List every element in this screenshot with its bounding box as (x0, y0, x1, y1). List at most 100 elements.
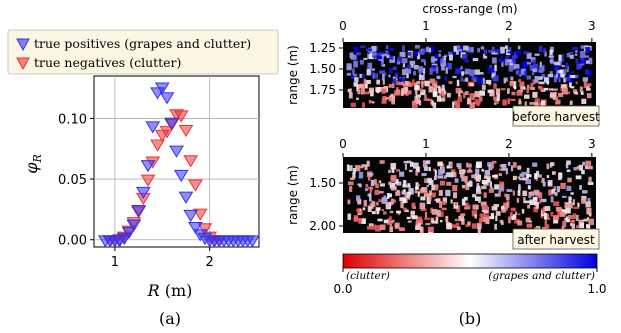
heatmap-cell (362, 207, 366, 211)
heatmap-cell (353, 215, 359, 222)
heatmap-cell (381, 197, 388, 204)
heatmap-cell (402, 180, 407, 186)
heatmap-cell (366, 48, 373, 52)
heatmap-cell (388, 216, 392, 222)
heatmap-cell (444, 54, 448, 57)
heatmap-cell (584, 55, 589, 58)
heatmap-cell (563, 77, 566, 83)
heatmap-cell (560, 73, 565, 78)
heatmap-cell (458, 169, 465, 175)
heatmap-cell (492, 160, 497, 164)
heatmap-cell (411, 102, 418, 109)
heatmap-cell (392, 78, 397, 84)
heatmap-cell (586, 69, 592, 77)
heatmap-cell (546, 80, 549, 85)
heatmap-cell (469, 69, 475, 77)
heatmap-cell (367, 52, 371, 55)
heatmap-cell (585, 69, 589, 75)
heatmap-cell (493, 96, 497, 101)
heatmap-cell (426, 160, 431, 165)
title-b: cross-range (m) (422, 2, 517, 16)
heatmap-cell (507, 51, 513, 54)
heatmap-cell (585, 160, 592, 166)
heatmap-cell (417, 191, 420, 197)
heatmap-cell (406, 73, 409, 79)
heatmap-cell (411, 215, 418, 220)
heatmap-cell (370, 90, 374, 97)
heatmap-cell (501, 164, 507, 171)
heatmap-cell (452, 49, 458, 55)
heatmap-cell (471, 174, 475, 179)
heatmap-cell (455, 222, 460, 229)
heatmap-cell (392, 66, 397, 71)
heatmap-cell (364, 83, 368, 89)
heatmap-cell (471, 77, 477, 81)
heatmap-cell (499, 219, 504, 224)
heatmap-cell (471, 210, 478, 217)
heatmap-cell (585, 60, 591, 64)
tp-marker (244, 235, 260, 248)
tn-marker (140, 174, 156, 187)
heatmap-cell (381, 88, 384, 94)
heatmap-cell (570, 86, 575, 89)
heatmap-cell (543, 212, 548, 220)
heatmap-cell (579, 51, 586, 58)
heatmap-cell (361, 164, 367, 167)
heatmap-cell (517, 45, 521, 50)
heatmap-cell (570, 71, 575, 74)
heatmap-cell (444, 90, 447, 95)
heatmap-cell (489, 89, 495, 97)
heatmap-cell (510, 98, 516, 102)
heatmap-cell (471, 223, 477, 229)
heatmap-cell (376, 79, 380, 85)
heatmap-cell (402, 45, 405, 52)
heatmap-cell (385, 45, 389, 50)
heatmap-cell (586, 207, 590, 215)
heatmap-cell (523, 197, 526, 204)
heatmap-cell (407, 65, 412, 70)
heatmap-cell (535, 202, 539, 209)
tp-marker (135, 186, 151, 200)
heatmap-cell (542, 181, 546, 187)
heatmap-cell (441, 65, 445, 71)
heatmap-cell (466, 46, 472, 53)
heatmap-cell (492, 175, 498, 178)
heatmap-cell (526, 52, 532, 59)
heatmap-cell (548, 55, 554, 58)
ylabel-a: φR (22, 154, 44, 174)
heatmap-cell (353, 46, 357, 53)
range-tick-label: 2.00 (309, 219, 336, 233)
heatmap-cell (464, 68, 471, 75)
heatmap-cell (498, 59, 501, 62)
tp-marker (164, 117, 180, 130)
heatmap-cell (562, 220, 567, 228)
heatmap-cell (531, 72, 535, 76)
heatmap-cell (371, 45, 377, 52)
heatmap-cell (374, 189, 380, 195)
heatmap-cell (377, 207, 380, 215)
heatmap-cell (366, 160, 370, 167)
heatmap-cell (542, 210, 546, 215)
heatmap-cell (398, 81, 405, 86)
heatmap-cell (517, 176, 521, 179)
heatmap-cell (460, 173, 464, 178)
heatmap-cell (411, 202, 416, 209)
heatmap-cell (588, 165, 593, 170)
heatmap-cell (452, 101, 455, 109)
heatmap-cell (478, 72, 484, 75)
heatmap-cell (457, 98, 462, 103)
heatmap-cell (550, 211, 554, 217)
heatmap-cell (438, 189, 443, 196)
heatmap-cell (436, 95, 442, 102)
heatmap-cell (358, 84, 365, 89)
label-before: before harvest (512, 110, 600, 124)
heatmap-cell (501, 205, 505, 210)
heatmap-cell (580, 91, 584, 95)
heatmap-cell (408, 169, 413, 173)
heatmap-cell (524, 101, 527, 108)
cross-range-tick-label: 2 (505, 19, 513, 33)
colorbar-gradient (342, 253, 598, 269)
heatmap-cell (581, 98, 587, 104)
heatmap-cell (430, 207, 433, 214)
heatmap-cell (424, 191, 428, 196)
